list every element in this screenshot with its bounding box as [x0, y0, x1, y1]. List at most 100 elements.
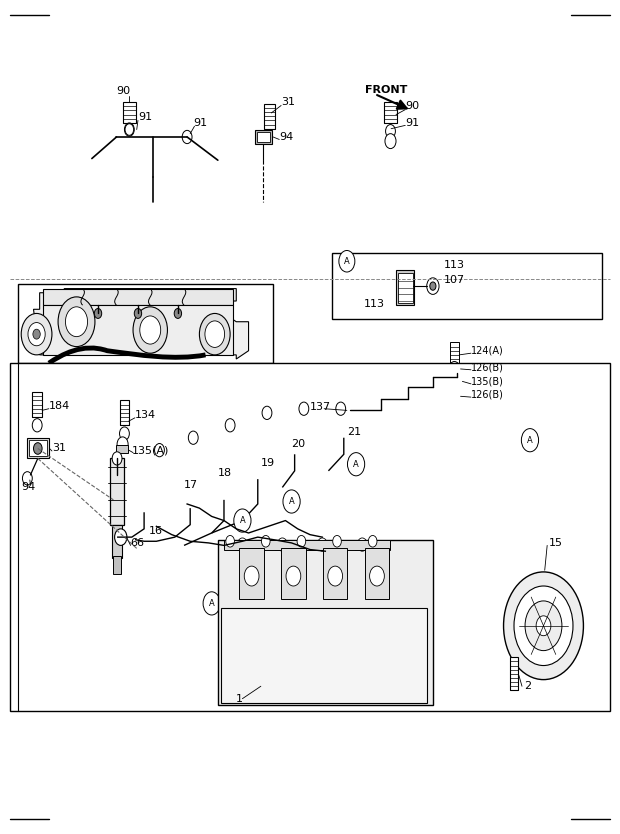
Circle shape: [262, 406, 272, 420]
Circle shape: [113, 453, 122, 465]
Bar: [27, 438, 49, 459]
Circle shape: [328, 566, 343, 586]
Bar: [218, 540, 433, 706]
Circle shape: [449, 389, 460, 404]
Bar: [32, 392, 42, 417]
Circle shape: [117, 437, 128, 452]
Circle shape: [339, 250, 355, 272]
Text: A: A: [527, 435, 533, 445]
Circle shape: [133, 307, 167, 354]
Bar: [257, 132, 270, 142]
Circle shape: [503, 572, 583, 680]
Text: FRONT: FRONT: [365, 85, 408, 95]
Circle shape: [140, 316, 161, 344]
Bar: [221, 607, 427, 703]
Bar: [123, 103, 136, 123]
Bar: [264, 104, 275, 128]
Bar: [446, 374, 461, 388]
Circle shape: [200, 314, 230, 354]
Bar: [448, 376, 460, 386]
Circle shape: [277, 538, 287, 551]
Bar: [315, 540, 330, 550]
Text: A: A: [353, 460, 359, 469]
Circle shape: [427, 278, 439, 294]
Circle shape: [333, 535, 342, 547]
Text: 126(B): 126(B): [471, 362, 504, 372]
Circle shape: [317, 538, 327, 551]
Circle shape: [135, 309, 141, 319]
Bar: [10, 363, 610, 711]
Bar: [116, 445, 128, 454]
Text: 1: 1: [236, 694, 243, 704]
Circle shape: [21, 314, 52, 354]
Bar: [323, 548, 347, 600]
Circle shape: [94, 309, 102, 319]
Circle shape: [203, 592, 220, 615]
Circle shape: [286, 566, 301, 586]
Circle shape: [28, 323, 45, 346]
Text: 135(A): 135(A): [132, 445, 169, 455]
Circle shape: [115, 529, 127, 545]
Circle shape: [370, 566, 384, 586]
Text: 113: 113: [444, 260, 465, 270]
Bar: [255, 130, 272, 143]
Circle shape: [297, 535, 306, 547]
Circle shape: [536, 615, 551, 636]
Bar: [365, 548, 389, 600]
Text: 91: 91: [193, 118, 207, 128]
Circle shape: [32, 419, 42, 432]
Circle shape: [385, 133, 396, 148]
Circle shape: [58, 297, 95, 347]
Text: 91: 91: [405, 118, 419, 128]
Text: 15: 15: [549, 538, 562, 548]
Circle shape: [521, 429, 539, 452]
Text: 124(A): 124(A): [471, 346, 503, 356]
Bar: [29, 440, 47, 456]
Circle shape: [404, 380, 413, 394]
Text: 126(B): 126(B): [471, 389, 504, 399]
Bar: [384, 103, 397, 123]
Bar: [18, 284, 273, 363]
Circle shape: [154, 444, 164, 457]
Circle shape: [525, 601, 562, 651]
Circle shape: [234, 509, 251, 532]
Circle shape: [33, 443, 42, 455]
Bar: [43, 305, 233, 354]
Bar: [110, 459, 124, 525]
Circle shape: [22, 472, 32, 485]
Circle shape: [33, 329, 40, 339]
Text: 19: 19: [261, 458, 275, 468]
Text: 2: 2: [524, 681, 531, 691]
Circle shape: [345, 404, 355, 417]
Circle shape: [452, 365, 457, 372]
Circle shape: [225, 419, 235, 432]
Circle shape: [125, 123, 135, 136]
Text: 113: 113: [364, 299, 385, 309]
Bar: [332, 253, 602, 319]
Text: 134: 134: [135, 410, 156, 420]
Circle shape: [357, 538, 367, 551]
Circle shape: [283, 490, 300, 513]
Text: 91: 91: [138, 112, 152, 122]
Bar: [510, 657, 518, 691]
Text: 90: 90: [117, 87, 131, 97]
Text: 17: 17: [184, 480, 198, 490]
Circle shape: [452, 393, 457, 399]
Circle shape: [125, 123, 134, 135]
Text: 16: 16: [149, 526, 163, 536]
Bar: [281, 548, 306, 600]
Text: 184: 184: [49, 401, 70, 411]
Circle shape: [386, 124, 396, 138]
Circle shape: [188, 431, 198, 445]
Bar: [112, 525, 122, 558]
Bar: [398, 273, 413, 303]
Text: 107: 107: [444, 275, 465, 285]
Text: 66: 66: [131, 538, 144, 548]
Circle shape: [66, 307, 87, 337]
Circle shape: [226, 535, 234, 547]
Bar: [224, 540, 390, 550]
Circle shape: [112, 452, 122, 465]
Circle shape: [347, 453, 365, 476]
Text: A: A: [344, 257, 350, 266]
Circle shape: [182, 130, 192, 143]
